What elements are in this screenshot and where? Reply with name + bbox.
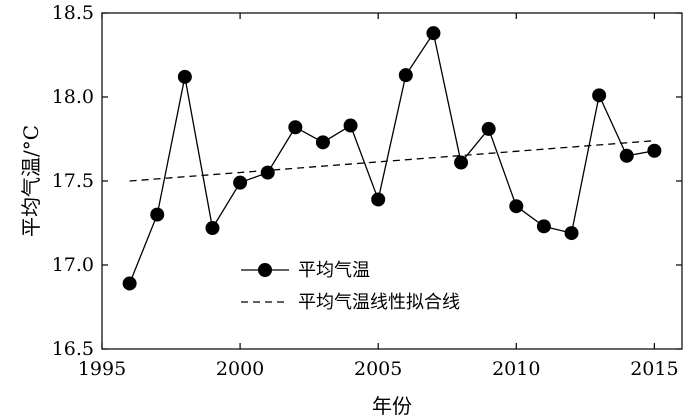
data-point [592, 88, 607, 103]
series-fit-line [129, 140, 655, 182]
y-tick-label: 17.5 [52, 170, 94, 192]
tick-labels: 1995 2000 2005 2010 2015 16.5 17.0 17.5 18.0 18.5 [52, 2, 679, 380]
series-layer [122, 26, 662, 291]
data-point [288, 120, 303, 135]
data-point [205, 221, 220, 236]
data-point [564, 226, 579, 241]
legend: 平均气温 平均气温线性拟合线 [241, 260, 460, 313]
y-tick-label: 18.5 [52, 2, 94, 24]
data-point [398, 68, 413, 83]
x-axis-label: 年份 [372, 394, 412, 418]
legend-label-series-1: 平均气温 [298, 260, 370, 281]
y-tick-label: 17.0 [52, 254, 94, 276]
series-temperature-line [129, 31, 655, 284]
data-point [343, 118, 358, 133]
data-point [177, 69, 192, 84]
data-point [150, 207, 165, 222]
data-point [371, 192, 386, 207]
data-point [426, 26, 441, 41]
data-point [509, 199, 524, 214]
data-point [233, 175, 248, 190]
legend-label-series-2: 平均气温线性拟合线 [298, 292, 460, 313]
legend-swatch-marker [258, 263, 272, 277]
data-point [454, 155, 469, 170]
y-tick-label: 18.0 [52, 86, 94, 108]
x-tick-label: 1995 [78, 358, 126, 380]
data-point [619, 148, 634, 163]
data-point [315, 135, 330, 150]
data-point [647, 143, 662, 158]
data-point [536, 219, 551, 234]
y-axis-label: 平均气温/°C [19, 125, 43, 237]
y-tick-label: 16.5 [52, 338, 94, 360]
data-point [122, 276, 137, 291]
data-point [260, 165, 275, 180]
data-point [481, 121, 496, 136]
axis-ticks [101, 12, 682, 350]
x-tick-label: 2005 [354, 358, 402, 380]
x-tick-label: 2015 [630, 358, 678, 380]
x-tick-label: 2000 [216, 358, 264, 380]
x-tick-label: 2010 [492, 358, 540, 380]
